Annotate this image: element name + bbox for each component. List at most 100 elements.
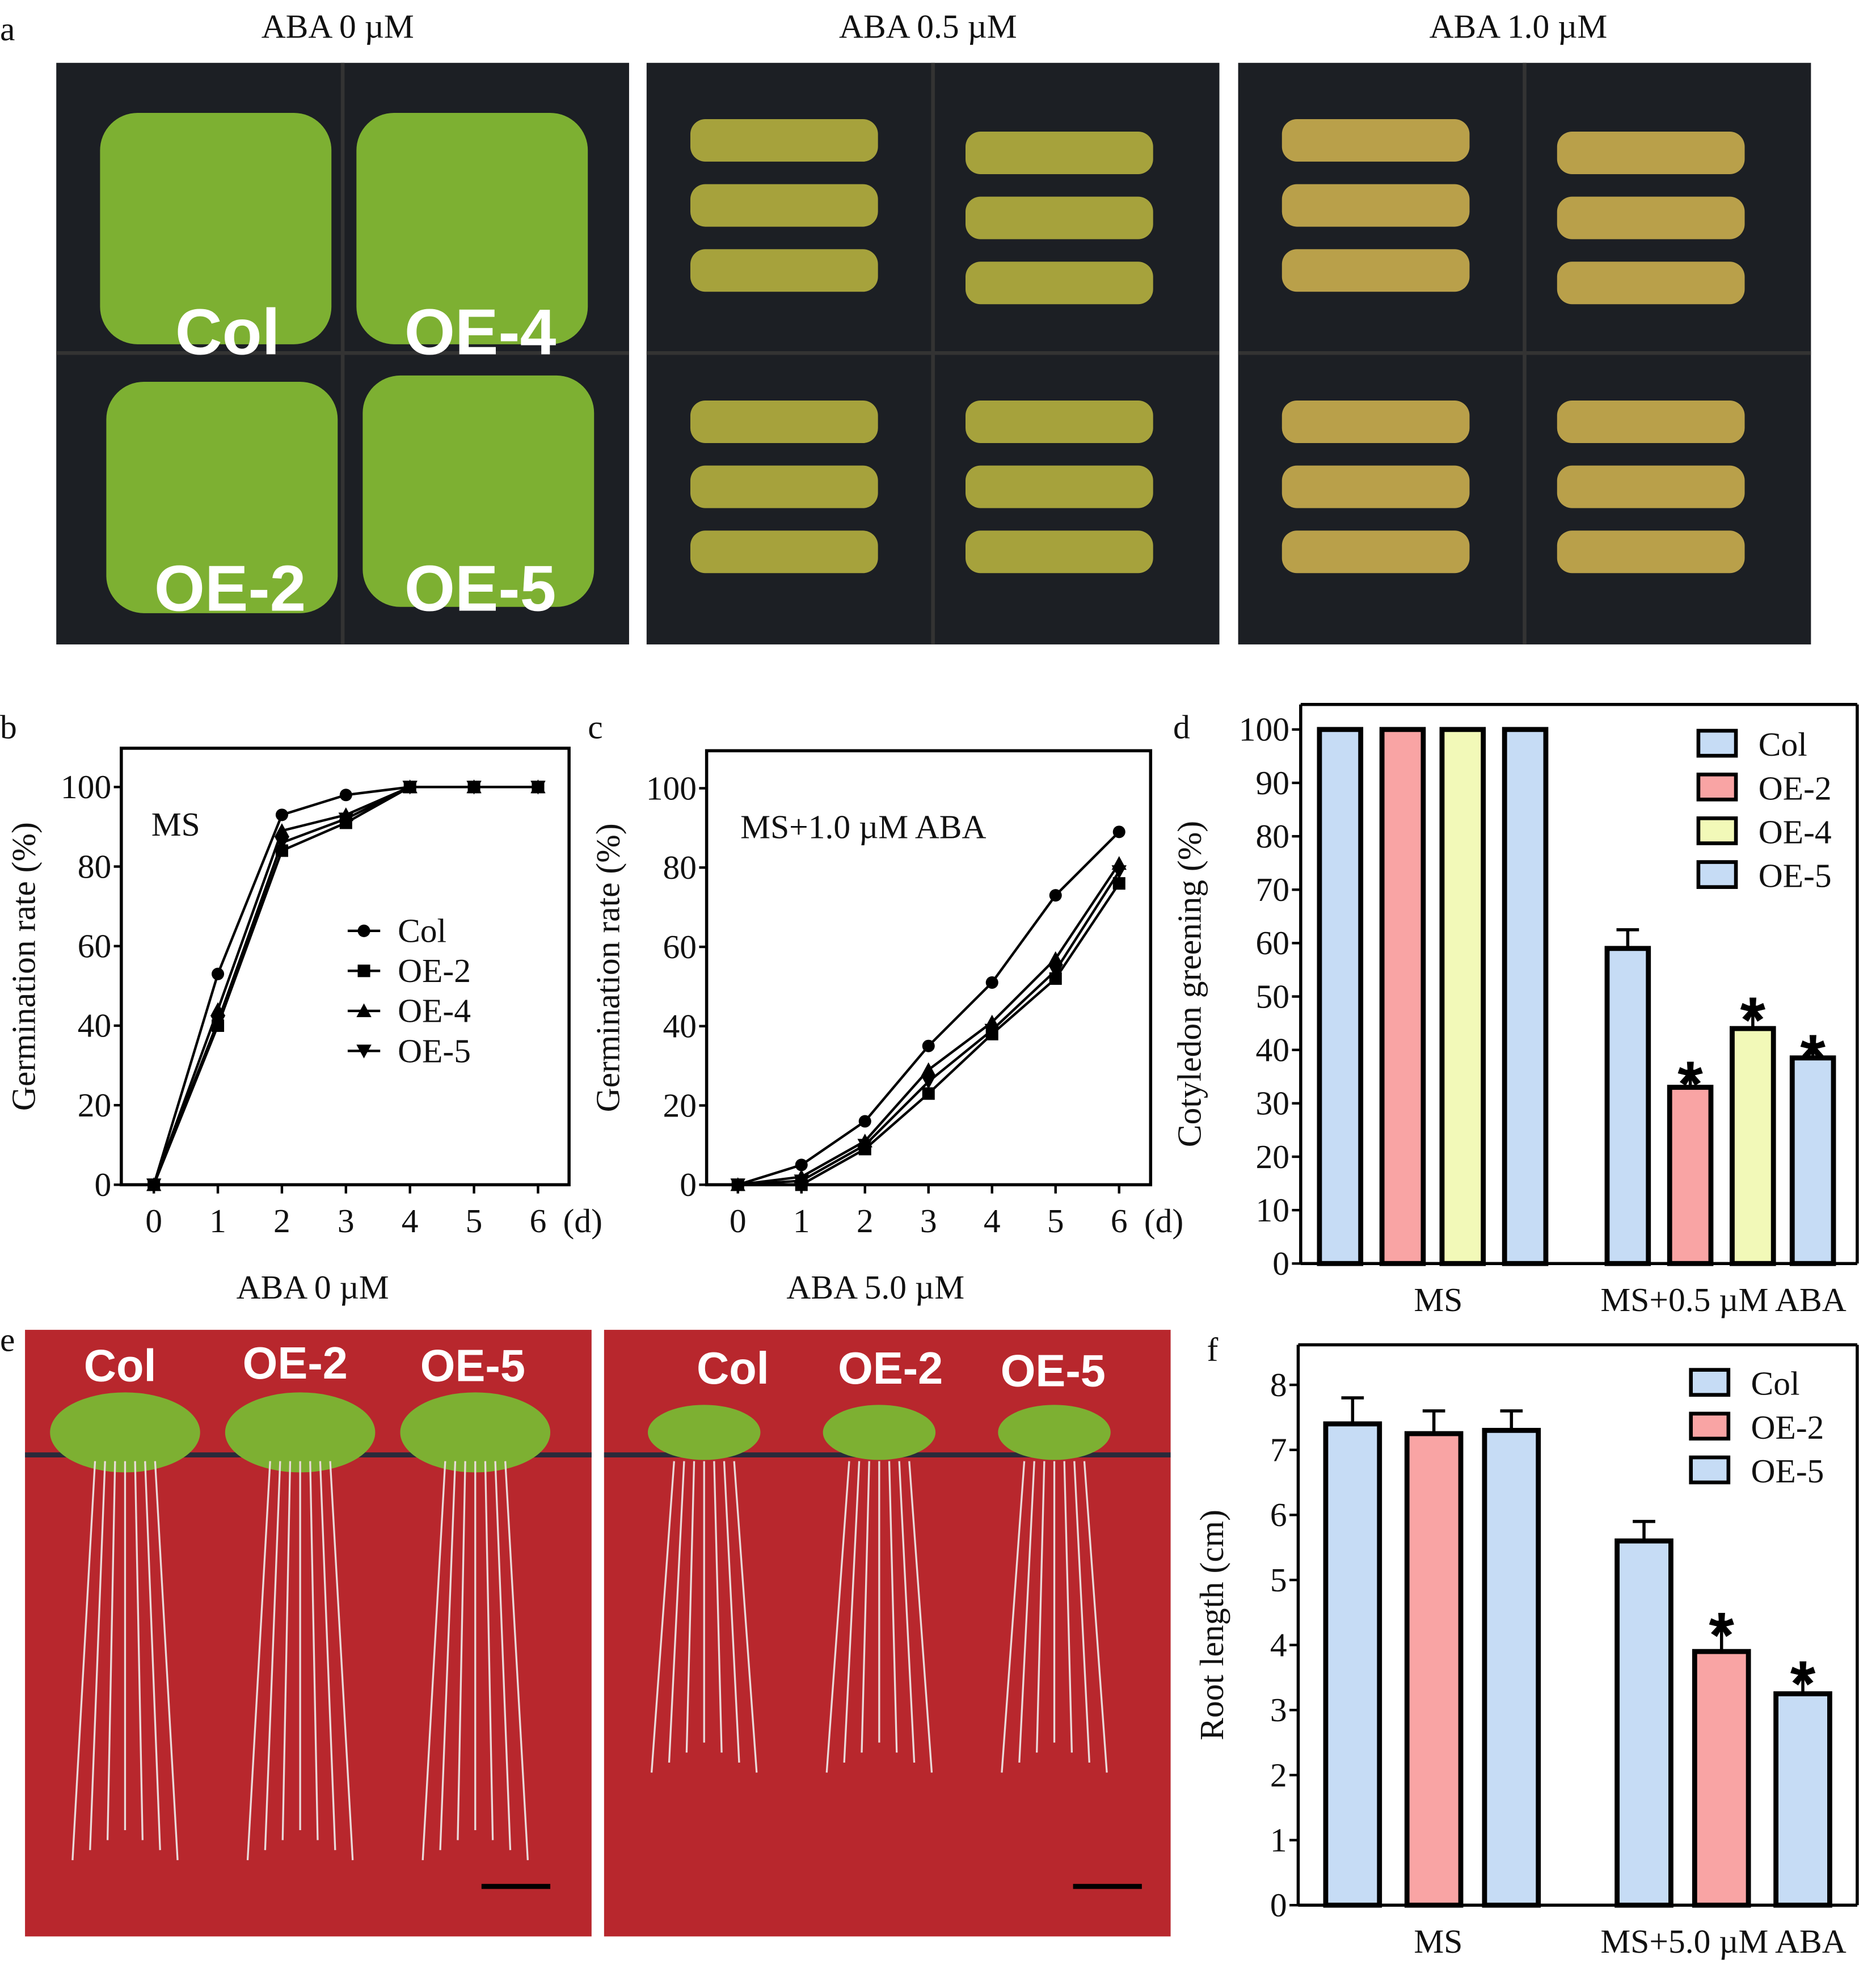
seedling-row <box>1281 184 1470 227</box>
y-tick-label: 80 <box>663 849 697 886</box>
root <box>1036 1461 1045 1753</box>
seedling-row <box>1557 401 1745 443</box>
y-axis-label: Germination rate (%) <box>5 822 43 1111</box>
y-tick-label: 2 <box>1270 1756 1287 1794</box>
y-tick-label: 30 <box>1255 1085 1289 1122</box>
bar-Col <box>1317 727 1364 1266</box>
legend-label: OE-5 <box>1751 1452 1824 1490</box>
legend-swatch <box>1689 1411 1731 1441</box>
x-tick-label: 1 <box>793 1202 810 1240</box>
y-tick-label: 90 <box>1255 764 1289 802</box>
y-axis-label: Cotyledon greening (%) <box>1170 821 1208 1147</box>
root <box>246 1461 271 1860</box>
legend-swatch <box>1696 816 1738 845</box>
legend-marker <box>357 964 370 977</box>
panel-letter-c: c <box>588 708 602 745</box>
plate-e0-label-oe5: OE-5 <box>420 1340 525 1390</box>
legend-label: Col <box>398 912 446 950</box>
x-tick-label: 3 <box>920 1202 937 1240</box>
plate-e1-label-oe5: OE-5 <box>1001 1345 1106 1396</box>
chart-annotation: MS <box>151 806 200 843</box>
x-tick-label: 6 <box>530 1202 547 1240</box>
legend-marker <box>357 924 370 937</box>
data-point-OE-5 <box>402 781 418 795</box>
data-point-OE-5 <box>921 1075 936 1089</box>
bar-OE-4 <box>1730 1026 1776 1266</box>
root <box>439 1461 457 1851</box>
bar-OE-2 <box>1379 727 1426 1266</box>
legend-label: OE-4 <box>1759 813 1832 850</box>
seedling-patch <box>362 375 595 607</box>
bar-Col <box>1604 946 1651 1266</box>
root <box>685 1461 695 1753</box>
bar-Col <box>1614 1538 1673 1908</box>
data-point-OE-5 <box>984 1023 1000 1038</box>
data-point-OE-5 <box>1111 865 1127 879</box>
root <box>281 1461 292 1840</box>
root <box>309 1461 319 1840</box>
data-point-Col <box>985 976 998 989</box>
series-line-OE-5 <box>737 871 1120 1186</box>
seedling-row <box>690 530 878 574</box>
bar-OE-2 <box>1667 1085 1714 1266</box>
x-tick-label: 2 <box>273 1202 290 1240</box>
data-point-OE-5 <box>794 1174 809 1189</box>
data-point-Col <box>1049 889 1062 902</box>
seedling-patch <box>100 112 332 344</box>
data-point-OE-5 <box>857 1139 872 1153</box>
data-point-OE-2 <box>1112 877 1125 890</box>
plate-label-oe5: OE-5 <box>404 552 557 625</box>
data-point-Col <box>275 808 288 821</box>
y-tick-label: 0 <box>680 1166 697 1203</box>
seedling-row <box>966 401 1153 443</box>
legend-swatch <box>1696 772 1738 802</box>
panel-a-title-0: ABA 0 µM <box>262 8 414 45</box>
data-point-OE-4 <box>274 823 290 837</box>
significance-asterisk: * <box>1740 984 1766 1056</box>
root <box>898 1461 916 1763</box>
data-point-OE-5 <box>1048 964 1063 979</box>
legend-label: OE-2 <box>1751 1409 1824 1446</box>
bar-OE-5 <box>1482 1427 1541 1908</box>
root <box>329 1461 354 1860</box>
significance-asterisk: * <box>1790 1647 1816 1720</box>
panel-letter-e: e <box>0 1321 15 1359</box>
y-tick-label: 60 <box>78 928 112 965</box>
y-tick-label: 4 <box>1270 1626 1287 1664</box>
y-tick-label: 100 <box>61 768 111 806</box>
seedling-row <box>1281 249 1470 292</box>
data-point-OE-4 <box>921 1062 936 1076</box>
significance-asterisk: * <box>1709 1599 1734 1671</box>
seedling-row <box>966 196 1153 239</box>
root <box>1001 1461 1026 1773</box>
y-axis-label: Root length (cm) <box>1193 1510 1230 1741</box>
data-point-OE-5 <box>730 1178 745 1192</box>
legend-label: Col <box>1759 726 1807 763</box>
root <box>494 1461 512 1851</box>
y-tick-label: 1 <box>1270 1821 1287 1859</box>
seedling-row <box>690 119 878 162</box>
plate-label-oe4: OE-4 <box>404 296 557 368</box>
root <box>1073 1461 1090 1763</box>
y-tick-label: 60 <box>1255 924 1289 962</box>
series-line-OE-4 <box>737 863 1120 1186</box>
root <box>825 1461 850 1773</box>
series-line-OE-2 <box>153 786 538 1186</box>
data-point-OE-2 <box>1049 972 1062 985</box>
data-point-OE-5 <box>274 836 290 850</box>
seedling-row <box>1281 530 1470 574</box>
x-tick-label: 5 <box>1047 1202 1064 1240</box>
legend-marker <box>356 1003 372 1017</box>
legend-label: Col <box>1751 1365 1800 1402</box>
root <box>106 1461 116 1840</box>
rosette <box>648 1405 761 1460</box>
data-point-OE-2 <box>922 1087 935 1100</box>
panel-letter-f: f <box>1207 1331 1219 1368</box>
panel-e-title-0: ABA 0 µM <box>237 1269 389 1306</box>
data-point-Col <box>1112 825 1125 838</box>
data-point-OE-5 <box>530 781 546 795</box>
root <box>134 1461 144 1840</box>
data-point-Col <box>795 1158 808 1171</box>
y-tick-label: 40 <box>663 1008 697 1045</box>
seedling-row <box>690 465 878 508</box>
